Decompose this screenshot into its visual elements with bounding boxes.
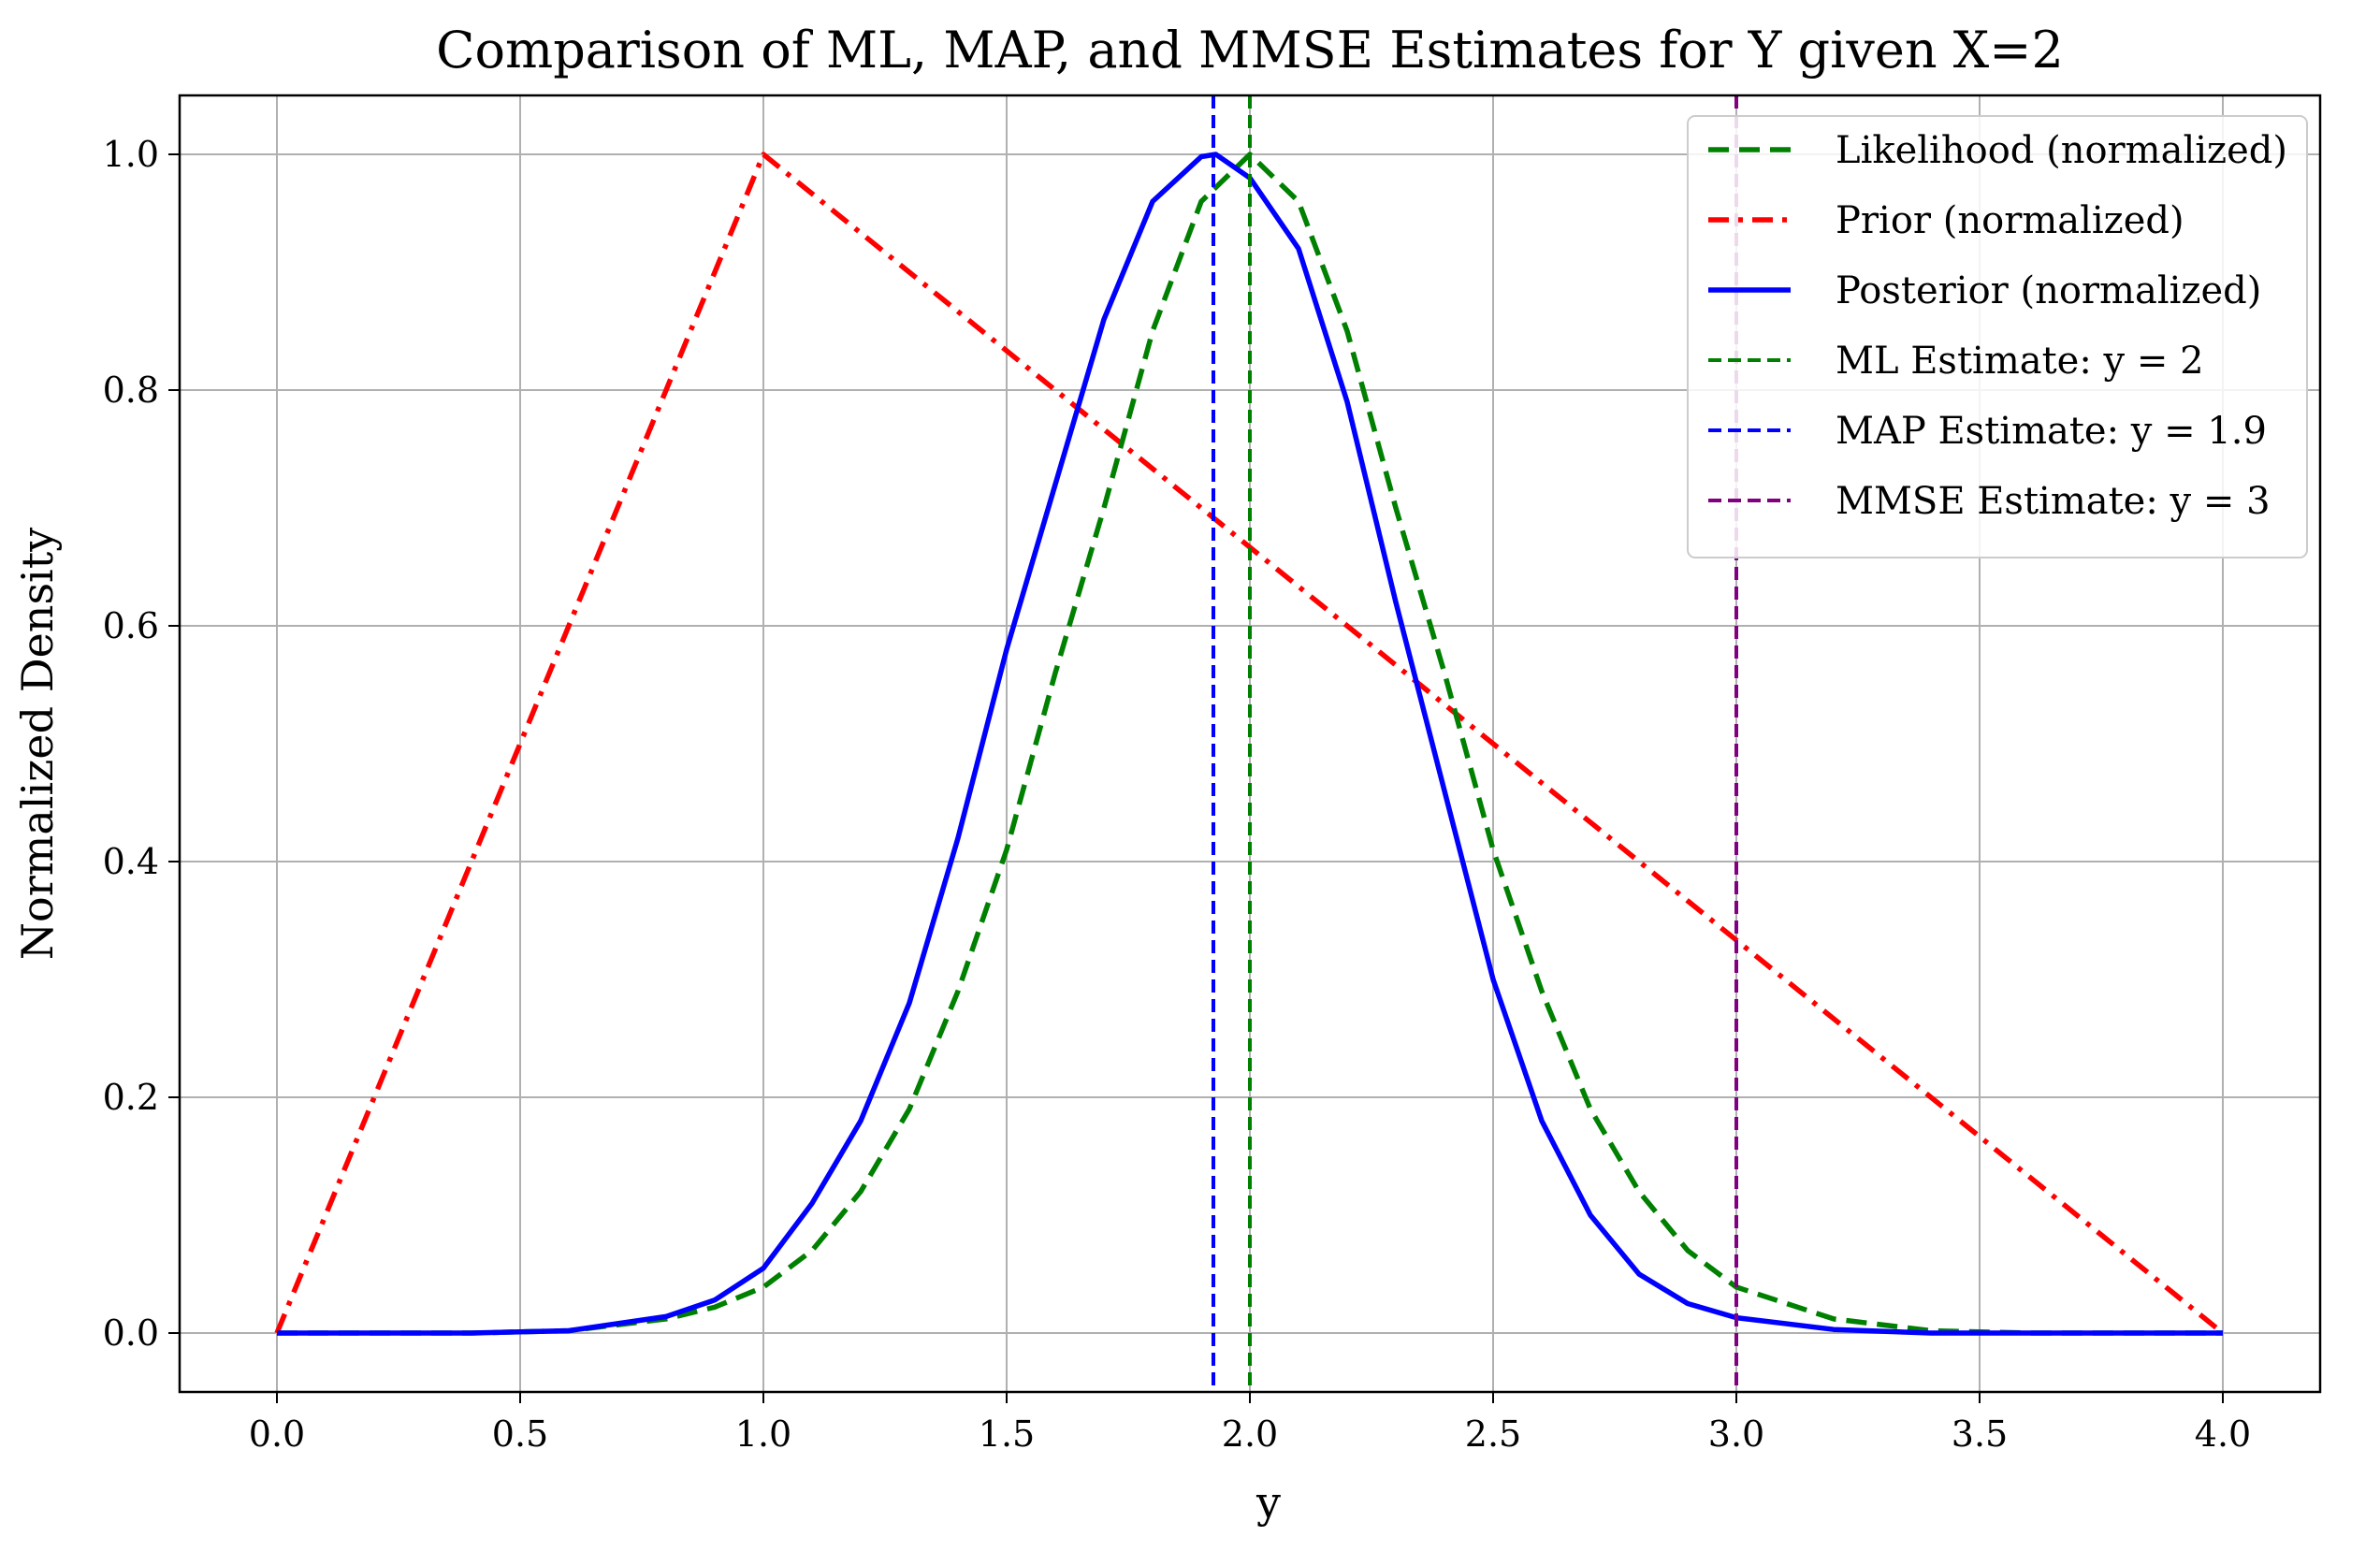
- legend-label: Likelihood (normalized): [1836, 129, 2287, 172]
- legend: Likelihood (normalized) Prior (normalized…: [1687, 115, 2308, 558]
- series-line: [277, 152, 2223, 1336]
- x-tick-label: 2.0: [1222, 1413, 1278, 1455]
- y-tick-label: 1.0: [103, 134, 159, 175]
- y-ticks: 0.0 0.2 0.4 0.6 0.8 1.0: [103, 134, 180, 1354]
- y-tick-label: 0.4: [103, 841, 159, 882]
- x-tick-label: 1.0: [735, 1413, 791, 1455]
- series-line: [277, 152, 2223, 1336]
- legend-label: Posterior (normalized): [1836, 269, 2261, 312]
- y-tick-label: 0.6: [103, 605, 159, 646]
- y-tick-label: 0.2: [103, 1077, 159, 1118]
- y-tick-label: 0.8: [103, 370, 159, 411]
- legend-label: Prior (normalized): [1836, 199, 2184, 242]
- x-ticks: 0.0 0.5 1.0 1.5 2.0 2.5 3.0 3.5 4.0: [249, 1392, 2251, 1455]
- x-tick-label: 3.5: [1952, 1413, 2008, 1455]
- legend-label: ML Estimate: y = 2: [1836, 340, 2204, 383]
- plot-area: [274, 95, 2225, 1392]
- x-tick-label: 2.5: [1465, 1413, 1521, 1455]
- y-axis-label: Normalized Density: [12, 528, 63, 960]
- x-tick-label: 1.5: [979, 1413, 1035, 1455]
- y-tick-label: 0.0: [103, 1312, 159, 1354]
- legend-label: MAP Estimate: y = 1.9: [1836, 410, 2267, 453]
- x-tick-label: 4.0: [2195, 1413, 2251, 1455]
- x-tick-label: 0.5: [492, 1413, 548, 1455]
- x-tick-label: 3.0: [1708, 1413, 1764, 1455]
- x-axis-label: y: [1255, 1477, 1281, 1528]
- chart-title: Comparison of ML, MAP, and MMSE Estimate…: [436, 21, 2064, 80]
- x-tick-label: 0.0: [249, 1413, 305, 1455]
- legend-box: [1687, 115, 2308, 558]
- legend-label: MMSE Estimate: y = 3: [1836, 480, 2271, 523]
